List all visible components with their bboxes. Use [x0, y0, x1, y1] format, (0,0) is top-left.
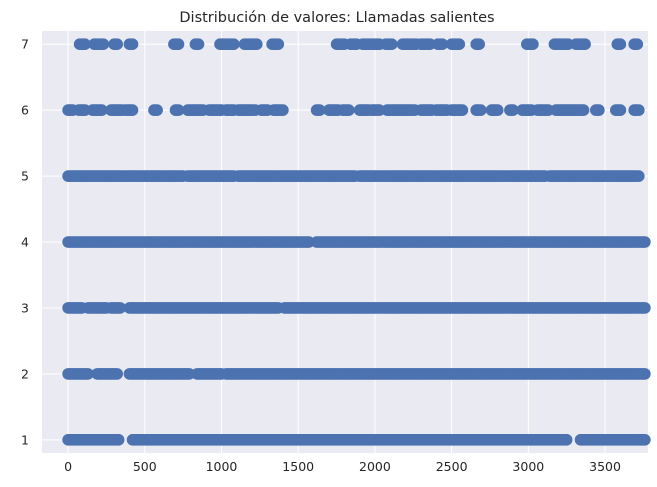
y-axis-ticks: 1 2 3 4 5 6 7	[21, 37, 29, 448]
x-tick-label: 0	[64, 459, 72, 474]
data-point	[126, 38, 139, 50]
y-tick-label: 7	[21, 37, 29, 52]
chart-title: Distribución de valores: Llamadas salien…	[179, 10, 494, 26]
data-point	[250, 38, 263, 50]
y-tick-label: 3	[21, 300, 29, 315]
data-point	[79, 38, 91, 50]
data-point	[560, 434, 573, 446]
y-tick-label: 6	[21, 103, 29, 118]
data-point	[631, 38, 644, 50]
data-point	[579, 38, 591, 50]
data-point	[126, 104, 139, 116]
data-point	[456, 104, 469, 116]
data-point	[97, 38, 110, 50]
y-tick-label: 4	[21, 235, 29, 250]
data-point	[343, 104, 355, 116]
data-point	[491, 104, 504, 116]
data-point	[228, 38, 240, 50]
data-points	[62, 38, 651, 446]
data-point	[436, 38, 449, 50]
data-point	[507, 104, 519, 116]
data-point	[151, 104, 163, 116]
x-axis-ticks: 0 500 1000 1500 2000 2500 3000 3500	[64, 459, 621, 474]
data-point	[192, 38, 205, 50]
data-point	[639, 302, 651, 314]
x-tick-label: 500	[133, 459, 157, 474]
data-point	[172, 38, 185, 50]
data-point	[82, 368, 94, 380]
y-tick-label: 5	[21, 169, 29, 184]
data-point	[172, 104, 185, 116]
x-tick-label: 2500	[436, 459, 468, 474]
data-point	[577, 104, 590, 116]
data-point	[639, 368, 651, 380]
data-point	[313, 104, 326, 116]
data-point	[453, 38, 466, 50]
data-point	[614, 104, 627, 116]
data-point	[633, 170, 645, 182]
data-point	[639, 236, 651, 248]
data-point	[96, 104, 108, 116]
data-point	[633, 104, 645, 116]
data-point	[111, 38, 123, 50]
data-point	[114, 302, 126, 314]
data-point	[473, 38, 486, 50]
data-point	[475, 104, 487, 116]
x-tick-label: 3000	[512, 459, 544, 474]
x-tick-label: 2000	[359, 459, 391, 474]
x-tick-label: 3500	[589, 459, 621, 474]
y-tick-label: 1	[21, 432, 29, 447]
data-point	[527, 38, 539, 50]
data-point	[111, 368, 123, 380]
data-point	[386, 38, 398, 50]
x-tick-label: 1500	[282, 459, 314, 474]
data-point	[272, 38, 285, 50]
data-point	[614, 38, 627, 50]
data-point	[593, 104, 605, 116]
x-tick-label: 1000	[206, 459, 238, 474]
y-tick-label: 2	[21, 366, 29, 381]
data-point	[112, 434, 125, 446]
data-point	[277, 104, 289, 116]
data-point	[639, 434, 651, 446]
